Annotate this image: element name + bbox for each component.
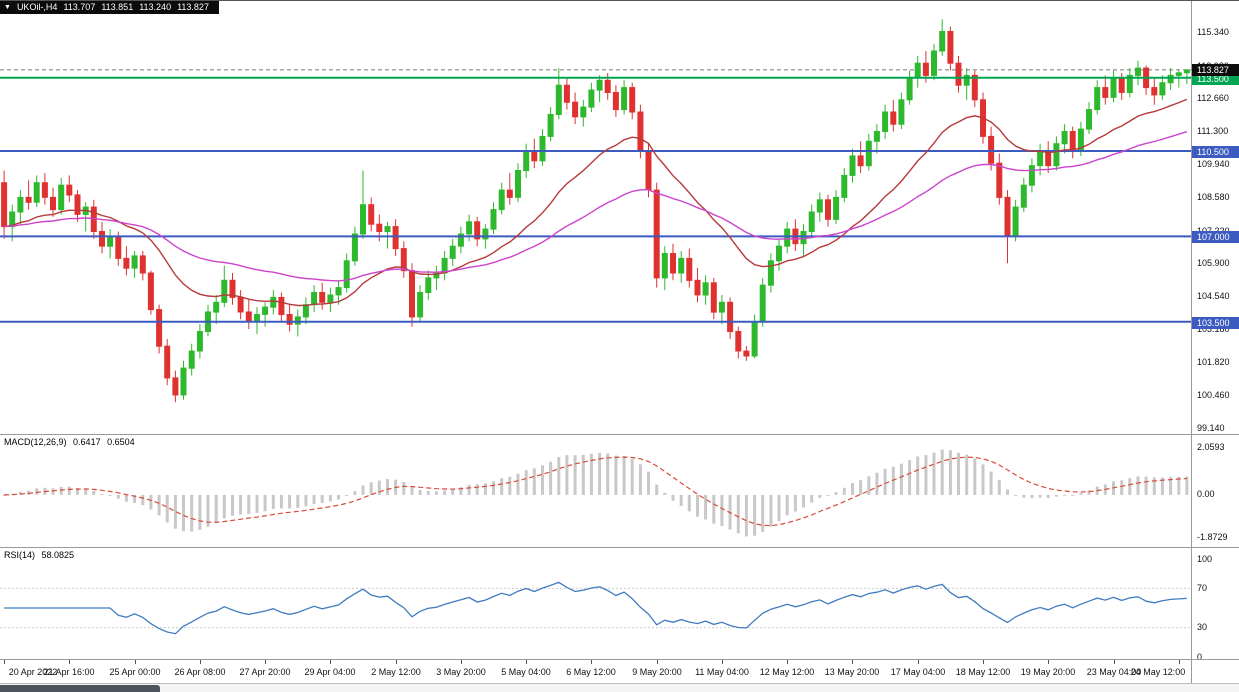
- time-label: 23 May 04:00: [1086, 667, 1142, 677]
- time-tick-mark: [983, 660, 984, 664]
- rsi-chart-svg[interactable]: [0, 548, 1191, 659]
- panel-separator[interactable]: [0, 547, 1239, 548]
- macd-tick-label: -1.8729: [1197, 532, 1228, 543]
- macd-tick-label: 0.00: [1197, 489, 1215, 500]
- time-label: 3 May 20:00: [436, 667, 486, 677]
- price-tick-label: 107.220: [1197, 226, 1230, 236]
- moving-average-line: [4, 131, 1188, 282]
- price-level-tag: 107.000: [1192, 231, 1239, 244]
- time-tick-mark: [722, 660, 723, 664]
- chart-tab[interactable]: [0, 685, 160, 692]
- time-label: 29 Apr 04:00: [304, 667, 356, 677]
- price-tick-label: 115.340: [1197, 27, 1229, 38]
- time-tick-mark: [1048, 660, 1049, 664]
- ohlc-open-value: 113.707: [63, 2, 96, 12]
- time-label: 5 May 04:00: [501, 667, 551, 677]
- price-tick-label: 104.540: [1197, 290, 1230, 301]
- rsi-value: 58.0825: [41, 550, 75, 560]
- price-tick-label: 99.140: [1197, 422, 1225, 433]
- time-tick-mark: [526, 660, 527, 664]
- time-tick-mark: [69, 660, 70, 664]
- time-label: 9 May 20:00: [632, 667, 682, 677]
- rsi-tick-label: 30: [1197, 622, 1208, 633]
- time-label: 6 May 12:00: [566, 667, 616, 677]
- price-tick-label: 105.900: [1197, 257, 1230, 268]
- time-tick-mark: [918, 660, 919, 664]
- time-label: 24 May 12:00: [1130, 667, 1186, 677]
- macd-chart-svg[interactable]: [0, 435, 1191, 547]
- moving-average-line: [3, 98, 1188, 307]
- time-tick-mark: [461, 660, 462, 664]
- time-label: 11 May 04:00: [695, 667, 749, 677]
- macd-indicator-panel[interactable]: MACD(12,26,9) 0.6417 0.6504: [0, 435, 1191, 547]
- time-label: 2 May 12:00: [371, 667, 421, 677]
- time-tick-mark: [200, 660, 201, 664]
- panel-separator: [0, 659, 1239, 660]
- chart-title-bar: ▼ UKOil-,H4 113.707 113.851 113.240 113.…: [0, 1, 219, 14]
- time-tick-mark: [1179, 660, 1180, 664]
- price-tick-label: 112.660: [1197, 92, 1229, 103]
- time-label: 19 May 20:00: [1020, 667, 1076, 677]
- macd-signal-line: [4, 456, 1187, 527]
- price-axis[interactable]: 115.340113.980112.660111.300109.940108.5…: [1191, 1, 1239, 683]
- time-label: 25 Apr 00:00: [109, 667, 161, 677]
- rsi-tick-label: 100: [1197, 553, 1213, 564]
- panel-separator[interactable]: [0, 434, 1239, 435]
- time-label: 21 Apr 16:00: [43, 667, 95, 677]
- price-tick-label: 108.580: [1197, 192, 1230, 203]
- price-tick-label: 103.180: [1197, 324, 1230, 335]
- ohlc-close-value: 113.827: [177, 2, 209, 12]
- time-tick-mark: [135, 660, 136, 664]
- price-chart-panel[interactable]: ▼ UKOil-,H4 113.707 113.851 113.240 113.…: [0, 1, 1191, 434]
- price-level-tag: 103.500: [1192, 316, 1239, 329]
- time-label: 17 May 04:00: [890, 667, 946, 677]
- rsi-label: RSI(14): [4, 550, 36, 560]
- price-tick-label: 109.940: [1197, 159, 1230, 170]
- time-tick-mark: [396, 660, 397, 664]
- rsi-line: [4, 581, 1187, 635]
- time-tick-mark: [4, 660, 5, 664]
- time-tick-mark: [787, 660, 788, 664]
- macd-signal-value: 0.6504: [107, 437, 135, 447]
- time-label: 27 Apr 20:00: [239, 667, 291, 677]
- time-label: 20 Apr 2022: [8, 667, 58, 677]
- bottom-strip: [0, 683, 1239, 692]
- time-tick-mark: [330, 660, 331, 664]
- ohlc-high-value: 113.851: [101, 2, 134, 12]
- rsi-tick-label: 0: [1197, 651, 1203, 662]
- rsi-tick-label: 70: [1197, 582, 1208, 593]
- price-tick-label: 111.300: [1197, 126, 1229, 136]
- ohlc-low-value: 113.240: [139, 2, 172, 12]
- time-label: 13 May 20:00: [824, 667, 880, 677]
- current-price-tag: 113.827: [1192, 63, 1239, 76]
- price-tick-label: 100.460: [1197, 390, 1230, 401]
- price-level-tag: 110.500: [1192, 146, 1239, 159]
- time-tick-mark: [852, 660, 853, 664]
- time-tick-mark: [657, 660, 658, 664]
- price-tick-label: 101.820: [1197, 357, 1230, 368]
- macd-main-value: 0.6417: [73, 437, 101, 447]
- macd-label: MACD(12,26,9): [4, 437, 67, 447]
- time-label: 26 Apr 08:00: [174, 667, 226, 677]
- candlestick-chart-svg[interactable]: [0, 1, 1191, 434]
- symbol-timeframe-label: UKOil-,H4: [16, 2, 58, 12]
- macd-tick-label: 2.0593: [1197, 442, 1225, 453]
- time-label: 12 May 12:00: [759, 667, 815, 677]
- time-axis[interactable]: 20 Apr 2022 21 Apr 16:00 25 Apr 00:00 26 Ap…: [0, 660, 1191, 683]
- time-tick-mark: [591, 660, 592, 664]
- time-tick-mark: [1114, 660, 1115, 664]
- time-tick-mark: [265, 660, 266, 664]
- time-label: 18 May 12:00: [955, 667, 1011, 677]
- macd-label-row: MACD(12,26,9) 0.6417 0.6504: [4, 437, 139, 447]
- rsi-indicator-panel[interactable]: RSI(14) 58.0825: [0, 548, 1191, 659]
- rsi-label-row: RSI(14) 58.0825: [4, 550, 78, 560]
- collapse-chart-icon[interactable]: ▼: [4, 4, 11, 11]
